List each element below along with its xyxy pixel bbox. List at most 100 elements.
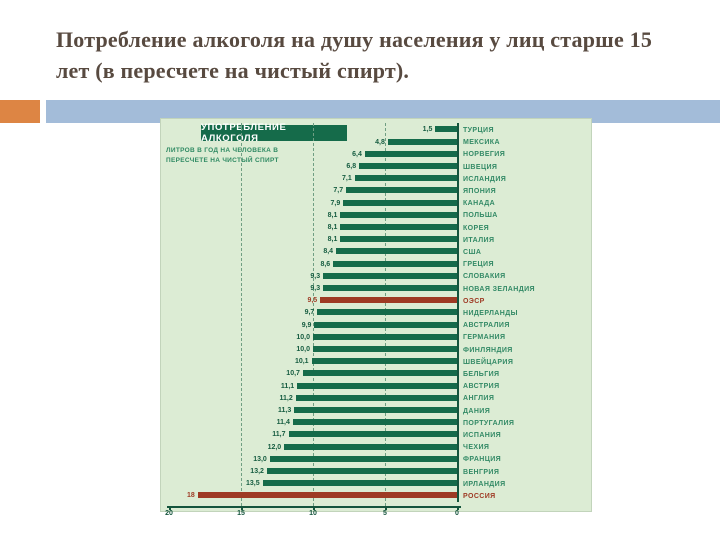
country-label: КОРЕЯ <box>463 224 490 232</box>
bar-row: 10,7 БЕЛЬГИЯ <box>161 367 593 380</box>
accent-orange-block <box>0 100 40 123</box>
country-label: США <box>463 248 482 256</box>
x-axis-tick-label: 5 <box>383 510 387 517</box>
bar-row: 8,1 КОРЕЯ <box>161 221 593 234</box>
bar <box>284 443 457 450</box>
bar <box>297 382 457 389</box>
slide-title: Потребление алкоголя на душу населения у… <box>56 27 653 84</box>
country-label: ГЕРМАНИЯ <box>463 334 506 342</box>
x-axis-tick <box>457 506 459 510</box>
bar-row: 13,0 ФРАНЦИЯ <box>161 452 593 465</box>
category-axis-tick <box>457 330 459 343</box>
bar-row: 10,0 ГЕРМАНИЯ <box>161 330 593 343</box>
bar-row: 9,3 НОВАЯ ЗЕЛАНДИЯ <box>161 282 593 295</box>
bar <box>340 224 457 231</box>
bar-value-label: 1,5 <box>422 126 433 134</box>
category-axis-tick <box>457 318 459 331</box>
bar-row: 7,1 ИСЛАНДИЯ <box>161 172 593 185</box>
category-axis-tick <box>457 135 459 148</box>
bar-row: 1,5 ТУРЦИЯ <box>161 123 593 136</box>
country-label: АНГЛИЯ <box>463 395 495 403</box>
bar-highlighted <box>320 297 457 304</box>
bar <box>340 236 457 243</box>
country-label: БЕЛЬГИЯ <box>463 370 500 378</box>
bar-value-label: 4,8 <box>375 138 385 146</box>
bar <box>323 272 457 279</box>
bar-value-label: 10,0 <box>296 346 310 353</box>
bar-value-label: 7,9 <box>330 199 341 207</box>
category-axis-tick <box>457 123 459 136</box>
bar <box>359 163 457 170</box>
category-axis-tick <box>457 172 459 185</box>
bar-row: 8,1 ИТАЛИЯ <box>161 233 593 246</box>
bar <box>262 480 457 487</box>
bar-row: 12,0 ЧЕХИЯ <box>161 440 593 453</box>
bar <box>314 321 457 328</box>
country-label: АВСТРИЯ <box>463 383 500 391</box>
bar-value-label: 8,1 <box>327 236 338 244</box>
category-axis-tick <box>457 257 459 270</box>
category-axis-tick <box>457 428 459 441</box>
category-axis-tick <box>457 233 459 246</box>
bar <box>364 150 457 157</box>
gridline <box>313 123 314 506</box>
category-axis-tick <box>457 416 459 429</box>
country-label: ГРЕЦИЯ <box>463 261 494 269</box>
bar-value-label: 6,8 <box>346 163 357 170</box>
bar-value-label: 9,3 <box>310 285 321 292</box>
bar-value-label: 8,6 <box>320 260 331 268</box>
country-label: НОРВЕГИЯ <box>463 151 506 159</box>
country-label: СЛОВАКИЯ <box>463 273 506 281</box>
bar-value-label: 10,0 <box>296 333 310 341</box>
category-axis-tick <box>457 160 459 173</box>
bar-value-label: 10,7 <box>286 370 300 378</box>
bar <box>269 455 457 462</box>
bar-value-label: 9,3 <box>310 272 321 280</box>
country-label: ДАНИЯ <box>463 407 491 415</box>
bar-row: 6,8 ШВЕЦИЯ <box>161 160 593 173</box>
bar <box>333 260 457 267</box>
country-label: ФИНЛЯНДИЯ <box>463 346 513 354</box>
bar-row: 9,7 НИДЕРЛАНДЫ <box>161 306 593 319</box>
bar-value-label: 8,1 <box>327 211 338 219</box>
country-label: НИДЕРЛАНДЫ <box>463 309 518 317</box>
country-label: НОВАЯ ЗЕЛАНДИЯ <box>463 285 535 293</box>
accent-blue-bar <box>46 100 720 123</box>
category-axis-tick <box>457 245 459 258</box>
bar <box>294 407 457 414</box>
bar-row: 6,4 НОРВЕГИЯ <box>161 147 593 160</box>
bar-value-label: 11,7 <box>272 431 286 439</box>
bar-value-label: 6,4 <box>352 150 362 158</box>
country-label: МЕКСИКА <box>463 139 500 147</box>
bar-value-label: 9,5 <box>307 297 318 305</box>
country-label: ИТАЛИЯ <box>463 236 495 244</box>
gridline <box>241 123 242 506</box>
bar <box>302 370 457 377</box>
category-axis-tick <box>457 391 459 404</box>
alcohol-consumption-chart: УПОТРЕБЛЕНИЕ АЛКОГОЛЯ ЛИТРОВ В ГОД НА ЧЕ… <box>160 118 593 517</box>
x-axis-tick <box>385 506 387 510</box>
bar-value-label: 13,0 <box>253 455 267 463</box>
country-label: ИРЛАНДИЯ <box>463 480 506 488</box>
bar-value-label: 11,1 <box>280 382 295 390</box>
bar-row: 10,0 ФИНЛЯНДИЯ <box>161 343 593 356</box>
x-axis-tick-label: 10 <box>309 510 317 517</box>
x-axis-tick <box>241 506 243 510</box>
bar-value-label: 11,3 <box>278 407 292 414</box>
bar <box>343 199 457 206</box>
bar-value-label: 8,4 <box>323 248 334 256</box>
country-label: ЯПОНИЯ <box>463 187 497 195</box>
bar <box>340 211 457 218</box>
bar <box>311 358 457 365</box>
bar <box>317 309 457 316</box>
bar <box>313 333 457 340</box>
x-axis-tick <box>313 506 315 510</box>
bar-row: 8,6 ГРЕЦИЯ <box>161 257 593 270</box>
bar-row: 13,5 ИРЛАНДИЯ <box>161 477 593 490</box>
bar <box>313 346 457 353</box>
bar <box>435 126 457 133</box>
country-label: ФРАНЦИЯ <box>463 456 502 464</box>
bar-row: 11,3 ДАНИЯ <box>161 404 593 417</box>
category-axis-tick <box>457 208 459 221</box>
